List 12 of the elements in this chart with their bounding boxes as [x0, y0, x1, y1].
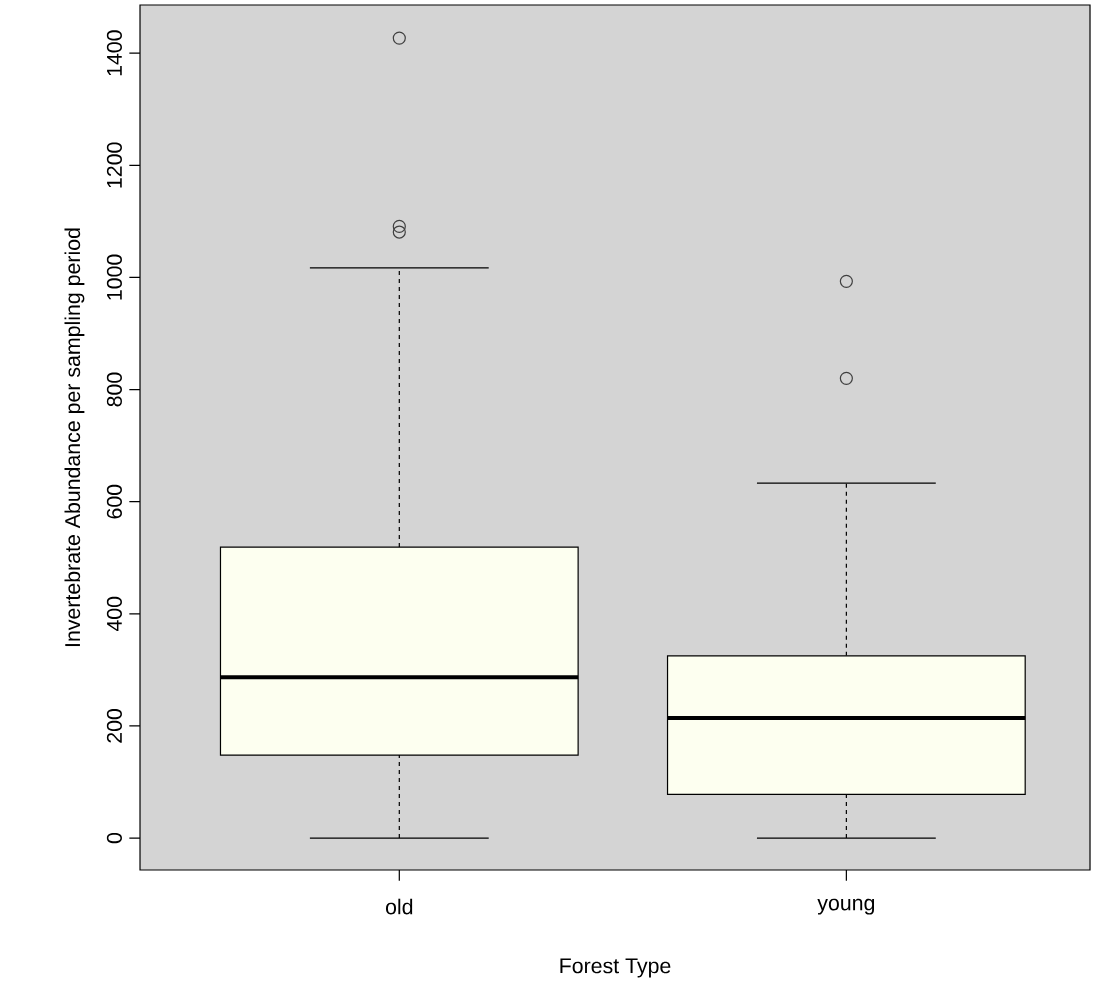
y-tick-label: 400: [106, 596, 122, 632]
y-tick-label: 1400: [106, 30, 122, 76]
y-tick-label: 1000: [106, 254, 122, 300]
y-tick-label: 600: [106, 484, 122, 519]
x-tick-label: old: [385, 898, 413, 915]
y-axis-title: Invertebrate Abundance per sampling period: [64, 228, 85, 647]
y-tick-label: 1200: [106, 142, 122, 188]
y-tick-label: 200: [106, 708, 122, 743]
x-axis-title: Forest Type: [560, 958, 671, 978]
x-tick-label: young: [817, 898, 875, 915]
y-tick-label: 800: [106, 372, 122, 407]
y-tick-label: 0: [106, 832, 122, 844]
